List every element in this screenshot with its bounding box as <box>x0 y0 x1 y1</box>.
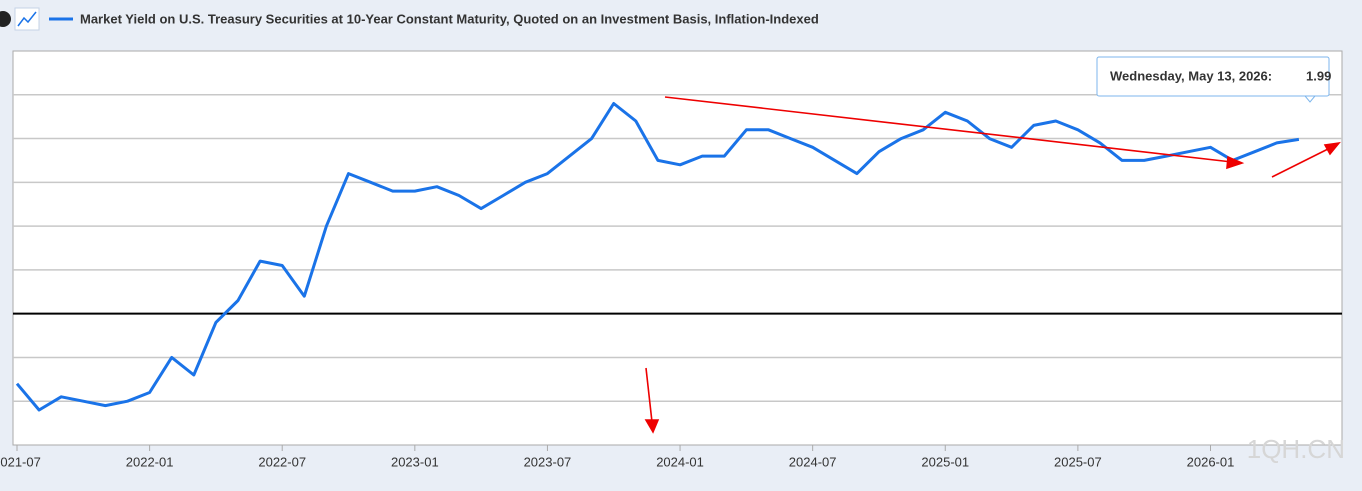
x-tick-label: 2024-07 <box>789 454 837 469</box>
x-tick-label: 2022-07 <box>258 454 306 469</box>
watermark: 1QH.CN <box>1247 434 1345 464</box>
x-tick-label: 2026-01 <box>1187 454 1235 469</box>
tooltip-date: Wednesday, May 13, 2026: <box>1110 68 1272 83</box>
tooltip <box>1096 56 1330 97</box>
logo-icon <box>0 11 11 27</box>
x-tick-label: 2021-07 <box>0 454 41 469</box>
x-tick-label: 2025-01 <box>921 454 969 469</box>
chart-type-glyph <box>17 11 37 27</box>
tooltip-pointer <box>1303 95 1317 103</box>
series-line <box>15 102 1300 412</box>
x-tick-label: 2023-01 <box>391 454 439 469</box>
tooltip-value: 1.99 <box>1306 68 1331 83</box>
x-tick-label: 2024-01 <box>656 454 704 469</box>
x-tick-label: 2022-01 <box>126 454 174 469</box>
x-tick-label: 2023-07 <box>524 454 572 469</box>
x-tick-label: 2025-07 <box>1054 454 1102 469</box>
legend-label: Market Yield on U.S. Treasury Securities… <box>80 11 819 26</box>
chart-type-icon[interactable] <box>14 7 40 31</box>
plot-area <box>12 50 1343 446</box>
annotation-arrows <box>644 96 1341 434</box>
